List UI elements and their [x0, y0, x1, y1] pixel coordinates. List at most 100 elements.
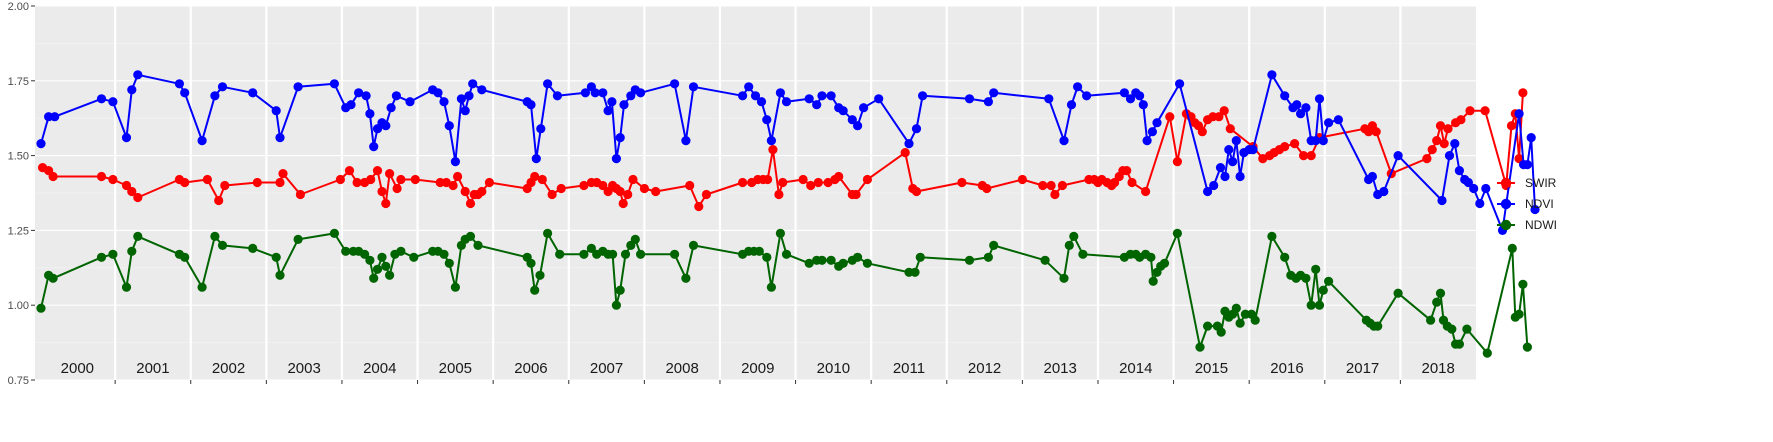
year-label: 2001 — [136, 360, 169, 377]
data-point-swir — [1465, 106, 1475, 116]
data-point-ndwi — [1301, 273, 1311, 283]
data-point-swir — [1306, 151, 1316, 161]
data-point-ndvi — [918, 91, 928, 101]
data-point-ndwi — [271, 252, 281, 262]
data-point-ndvi — [468, 79, 478, 89]
data-point-ndvi — [911, 124, 922, 134]
data-point-swir — [453, 171, 463, 182]
data-point-ndvi — [365, 109, 375, 119]
data-point-swir — [685, 180, 695, 191]
data-point-swir — [851, 189, 861, 200]
data-point-ndvi — [464, 91, 474, 101]
data-point-swir — [392, 183, 402, 194]
data-point-ndvi — [904, 139, 914, 149]
data-point-swir — [738, 177, 748, 188]
data-point-ndvi — [1203, 186, 1213, 197]
data-point-ndvi — [750, 91, 761, 101]
data-point-ndwi — [862, 258, 873, 268]
data-point-swir — [396, 174, 406, 185]
data-point-ndvi — [1454, 166, 1464, 176]
data-point-swir — [121, 180, 132, 191]
year-label: 2000 — [61, 360, 94, 377]
data-point-swir — [957, 177, 967, 188]
data-point-ndwi — [1314, 300, 1325, 310]
data-point-ndvi — [275, 133, 285, 143]
data-point-swir — [537, 174, 547, 185]
data-point-ndwi — [1514, 309, 1524, 319]
data-point-ndvi — [1235, 171, 1245, 182]
data-point-ndwi — [910, 267, 920, 277]
data-point-ndwi — [543, 228, 553, 238]
data-point-ndwi — [775, 228, 786, 238]
data-point-swir — [344, 166, 355, 176]
data-point-swir — [366, 174, 376, 185]
data-point-ndvi — [766, 136, 777, 146]
data-point-swir — [556, 183, 566, 194]
data-point-ndvi — [619, 100, 629, 110]
data-point-ndwi — [1518, 279, 1528, 289]
data-point-ndvi — [1224, 145, 1234, 155]
data-point-ndvi — [598, 88, 608, 98]
data-point-swir — [410, 174, 420, 185]
series-ndwi — [36, 228, 1532, 358]
data-point-ndvi — [1142, 136, 1152, 146]
data-point-swir — [701, 189, 712, 200]
data-point-ndwi — [1373, 321, 1383, 331]
data-point-swir — [774, 189, 784, 200]
data-point-ndwi — [96, 252, 107, 262]
year-label: 2011 — [893, 360, 925, 377]
data-point-ndwi — [681, 273, 691, 283]
data-point-swir — [1057, 180, 1067, 191]
data-point-ndwi — [121, 282, 132, 292]
data-point-ndwi — [762, 252, 772, 262]
data-point-ndwi — [248, 243, 258, 253]
data-point-ndwi — [1280, 252, 1290, 262]
data-point-ndvi — [603, 106, 613, 116]
data-point-ndvi — [847, 115, 857, 125]
data-point-ndwi — [341, 246, 351, 256]
y-tick-label: 1.50 — [8, 151, 29, 163]
data-point-ndvi — [1318, 136, 1328, 146]
year-label: 2010 — [817, 360, 850, 377]
data-point-ndwi — [217, 240, 228, 250]
data-point-ndwi — [804, 258, 814, 268]
data-point-ndvi — [121, 133, 132, 143]
data-point-ndwi — [983, 252, 994, 262]
data-point-swir — [598, 180, 608, 191]
data-point-ndwi — [964, 255, 975, 265]
data-point-swir — [1219, 106, 1229, 116]
data-point-swir — [335, 174, 345, 185]
data-point-ndwi — [630, 234, 640, 244]
data-point-ndwi — [444, 258, 454, 268]
data-point-ndvi — [964, 94, 975, 104]
data-point-ndvi — [271, 106, 281, 116]
data-point-ndwi — [579, 249, 589, 259]
data-point-swir — [1371, 127, 1381, 137]
data-point-ndvi — [391, 91, 401, 101]
data-point-swir — [96, 171, 107, 182]
data-point-ndvi — [590, 88, 600, 98]
data-point-ndwi — [1148, 276, 1158, 286]
data-point-swir — [385, 169, 395, 179]
data-point-swir — [1422, 154, 1432, 164]
data-point-ndvi — [1522, 160, 1532, 170]
data-point-swir — [1506, 121, 1517, 131]
data-point-ndvi — [217, 82, 228, 92]
data-point-swir — [763, 174, 773, 185]
data-point-swir — [202, 174, 212, 185]
data-point-ndvi — [1292, 100, 1302, 110]
data-point-ndvi — [1514, 109, 1524, 119]
data-point-swir — [1225, 124, 1235, 134]
data-point-swir — [252, 177, 262, 188]
data-point-ndvi — [36, 139, 46, 149]
data-point-swir — [278, 169, 288, 179]
data-point-swir — [798, 174, 808, 185]
data-point-ndvi — [1526, 133, 1536, 143]
data-point-ndwi — [1426, 315, 1436, 325]
data-point-swir — [623, 189, 633, 200]
data-point-ndvi — [670, 79, 680, 89]
data-point-ndwi — [1454, 339, 1464, 349]
data-point-ndwi — [1482, 348, 1492, 358]
year-label: 2003 — [287, 360, 320, 377]
